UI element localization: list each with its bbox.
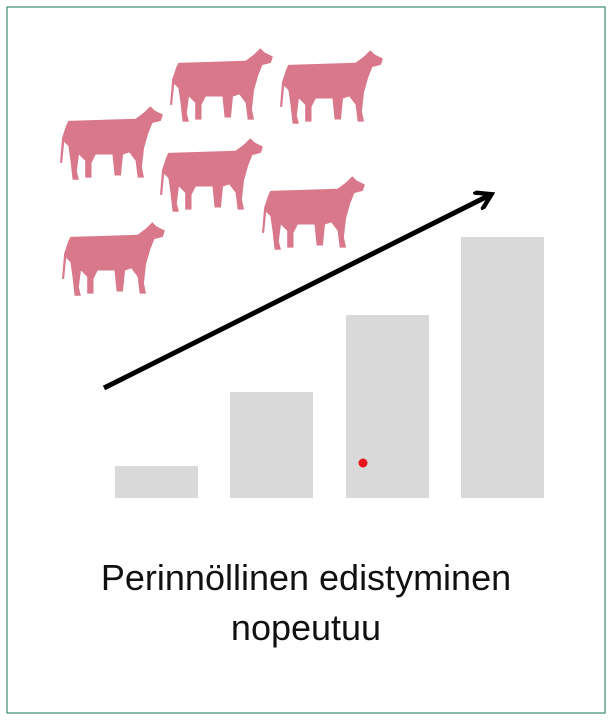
caption: nopeutuu [231,607,381,648]
illustration: Perinnöllinen edistyminen nopeutuu [0,0,613,721]
dot [359,459,368,468]
caption: Perinnöllinen edistyminen [101,557,511,598]
